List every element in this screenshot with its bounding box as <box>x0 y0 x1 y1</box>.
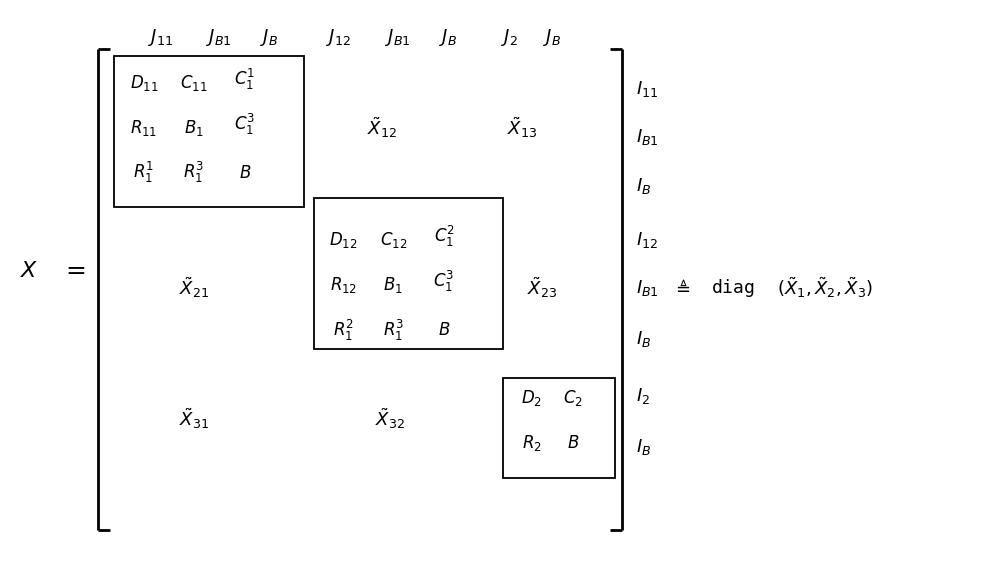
Text: $J_{B1}$: $J_{B1}$ <box>385 28 411 49</box>
Text: $C_1^3$: $C_1^3$ <box>234 111 255 137</box>
Text: $R_1^3$: $R_1^3$ <box>183 160 204 185</box>
Text: $B$: $B$ <box>438 321 450 340</box>
Text: $I_{B1}$: $I_{B1}$ <box>636 128 658 147</box>
Text: =: = <box>66 259 87 283</box>
Bar <box>503 378 615 478</box>
Text: $I_{B}$: $I_{B}$ <box>636 437 651 457</box>
Bar <box>314 198 503 349</box>
Text: $I_{B}$: $I_{B}$ <box>636 176 651 196</box>
Text: $X$: $X$ <box>20 261 39 281</box>
Text: $(\tilde{X}_1, \tilde{X}_2, \tilde{X}_3)$: $(\tilde{X}_1, \tilde{X}_2, \tilde{X}_3)… <box>777 276 873 301</box>
Text: $D_{12}$: $D_{12}$ <box>329 231 358 250</box>
Text: $C_1^1$: $C_1^1$ <box>234 67 255 92</box>
Text: $D_{11}$: $D_{11}$ <box>130 73 158 93</box>
Text: $J_{B}$: $J_{B}$ <box>543 28 561 49</box>
Text: $J_{12}$: $J_{12}$ <box>326 28 351 49</box>
Text: $J_{B}$: $J_{B}$ <box>260 28 278 49</box>
Text: $\tilde{X}_{13}$: $\tilde{X}_{13}$ <box>507 116 537 140</box>
Text: $\tilde{X}_{31}$: $\tilde{X}_{31}$ <box>179 406 209 431</box>
Text: $R_{11}$: $R_{11}$ <box>130 118 158 138</box>
Text: $\tilde{X}_{32}$: $\tilde{X}_{32}$ <box>375 406 405 431</box>
Text: $R_{12}$: $R_{12}$ <box>330 275 357 295</box>
Text: $J_{2}$: $J_{2}$ <box>501 28 518 49</box>
Bar <box>114 56 304 207</box>
Text: $R_1^3$: $R_1^3$ <box>383 318 404 343</box>
Text: $R_1^1$: $R_1^1$ <box>133 160 155 185</box>
Text: $R_2$: $R_2$ <box>522 433 542 453</box>
Text: $I_{B1}$: $I_{B1}$ <box>636 278 658 298</box>
Text: $B$: $B$ <box>567 434 579 452</box>
Text: $C_1^2$: $C_1^2$ <box>434 224 455 249</box>
Text: $I_{B}$: $I_{B}$ <box>636 329 651 349</box>
Text: $C_1^3$: $C_1^3$ <box>433 269 455 294</box>
Text: $\tilde{X}_{21}$: $\tilde{X}_{21}$ <box>179 276 209 301</box>
Text: $J_{11}$: $J_{11}$ <box>148 28 174 49</box>
Text: $D_2$: $D_2$ <box>521 388 542 408</box>
Text: $J_{B1}$: $J_{B1}$ <box>206 28 232 49</box>
Text: $\mathtt{diag}$: $\mathtt{diag}$ <box>711 277 755 299</box>
Text: $B$: $B$ <box>239 164 251 182</box>
Text: $B_1$: $B_1$ <box>184 118 204 138</box>
Text: $I_{11}$: $I_{11}$ <box>636 79 658 98</box>
Text: $C_{11}$: $C_{11}$ <box>180 73 208 93</box>
Text: $C_2$: $C_2$ <box>563 388 583 408</box>
Text: $B_1$: $B_1$ <box>383 275 403 295</box>
Text: $\tilde{X}_{12}$: $\tilde{X}_{12}$ <box>367 116 397 140</box>
Text: $R_1^2$: $R_1^2$ <box>333 318 354 343</box>
Text: $\tilde{X}_{23}$: $\tilde{X}_{23}$ <box>527 276 557 301</box>
Text: $J_{B}$: $J_{B}$ <box>439 28 457 49</box>
Text: $C_{12}$: $C_{12}$ <box>380 231 407 250</box>
Text: $I_{12}$: $I_{12}$ <box>636 231 658 250</box>
Text: $\triangleq$: $\triangleq$ <box>672 279 690 297</box>
Text: $I_{2}$: $I_{2}$ <box>636 386 650 406</box>
